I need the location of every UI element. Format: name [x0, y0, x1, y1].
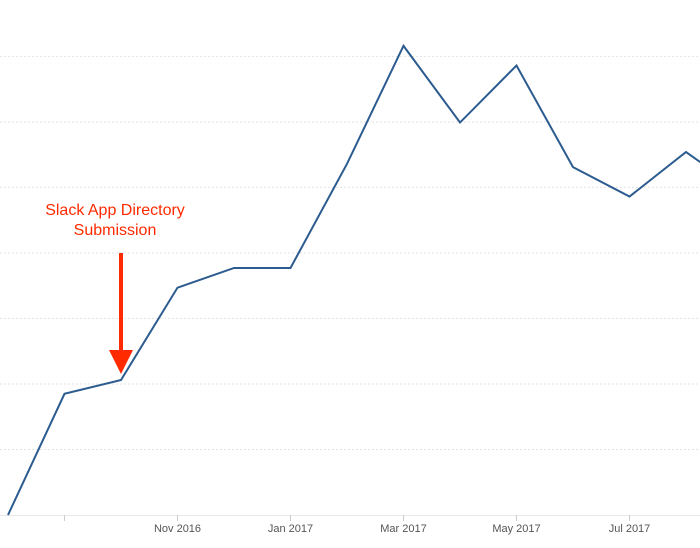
- annotation: Slack App Directory: [45, 202, 185, 219]
- x-tick-label: Nov 2016: [154, 523, 201, 535]
- line: [7, 43, 700, 516]
- annotation-arrowhead: [109, 350, 133, 374]
- x-tick-label: Jan 2017: [268, 523, 313, 535]
- x-tick-label: Mar 2017: [380, 523, 426, 535]
- x-tick-label: May 2017: [492, 523, 540, 535]
- x-tick-label: Jul 2017: [609, 523, 651, 535]
- annotation: Submission: [74, 222, 157, 239]
